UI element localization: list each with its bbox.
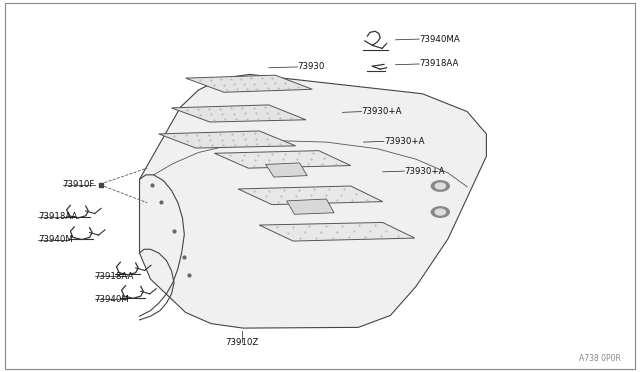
Polygon shape — [140, 74, 486, 328]
Text: 73930+A: 73930+A — [362, 107, 402, 116]
Text: 73918AA: 73918AA — [95, 272, 134, 280]
Text: A738 0P0R: A738 0P0R — [579, 354, 621, 363]
Text: 73918AA: 73918AA — [38, 212, 78, 221]
Polygon shape — [159, 131, 296, 148]
Text: 73940M: 73940M — [38, 235, 73, 244]
Circle shape — [431, 181, 449, 191]
Text: 73930+A: 73930+A — [384, 137, 424, 146]
Polygon shape — [214, 151, 351, 168]
Polygon shape — [238, 186, 383, 205]
Circle shape — [435, 209, 445, 215]
Text: 73930: 73930 — [298, 62, 325, 71]
Text: 73940MA: 73940MA — [419, 35, 460, 44]
Circle shape — [435, 183, 445, 189]
Text: 73918AA: 73918AA — [419, 60, 459, 68]
Polygon shape — [266, 163, 307, 177]
Polygon shape — [287, 199, 334, 214]
Polygon shape — [259, 222, 415, 241]
Text: 73930+A: 73930+A — [404, 167, 445, 176]
Text: 73910Z: 73910Z — [225, 338, 259, 347]
Text: 73910F: 73910F — [63, 180, 95, 189]
Polygon shape — [186, 75, 312, 92]
Circle shape — [431, 207, 449, 217]
Polygon shape — [172, 105, 306, 122]
Text: 73940M: 73940M — [95, 295, 129, 304]
